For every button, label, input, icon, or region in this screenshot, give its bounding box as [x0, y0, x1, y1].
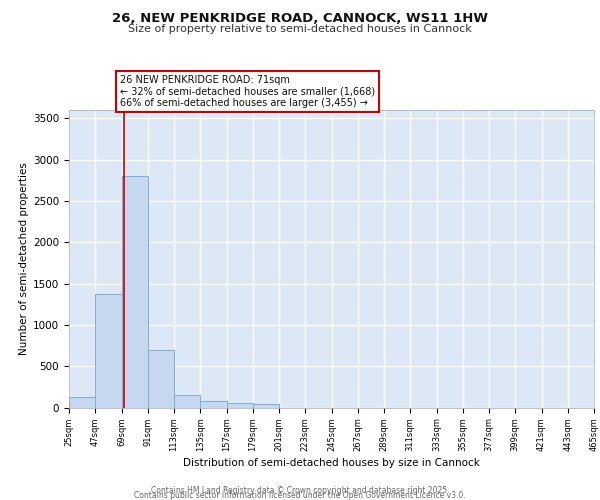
- Bar: [148, 350, 174, 408]
- Bar: [253, 404, 279, 407]
- Bar: [200, 401, 227, 407]
- Bar: [227, 404, 253, 407]
- Bar: [174, 395, 200, 407]
- Text: Contains public sector information licensed under the Open Government Licence v3: Contains public sector information licen…: [134, 491, 466, 500]
- Text: Size of property relative to semi-detached houses in Cannock: Size of property relative to semi-detach…: [128, 24, 472, 34]
- Text: Contains HM Land Registry data © Crown copyright and database right 2025.: Contains HM Land Registry data © Crown c…: [151, 486, 449, 495]
- Bar: [121, 176, 148, 408]
- Bar: [69, 397, 95, 407]
- Y-axis label: Number of semi-detached properties: Number of semi-detached properties: [19, 162, 29, 355]
- Text: 26, NEW PENKRIDGE ROAD, CANNOCK, WS11 1HW: 26, NEW PENKRIDGE ROAD, CANNOCK, WS11 1H…: [112, 12, 488, 26]
- X-axis label: Distribution of semi-detached houses by size in Cannock: Distribution of semi-detached houses by …: [183, 458, 480, 468]
- Bar: [95, 294, 121, 408]
- Text: 26 NEW PENKRIDGE ROAD: 71sqm
← 32% of semi-detached houses are smaller (1,668)
6: 26 NEW PENKRIDGE ROAD: 71sqm ← 32% of se…: [121, 75, 376, 108]
